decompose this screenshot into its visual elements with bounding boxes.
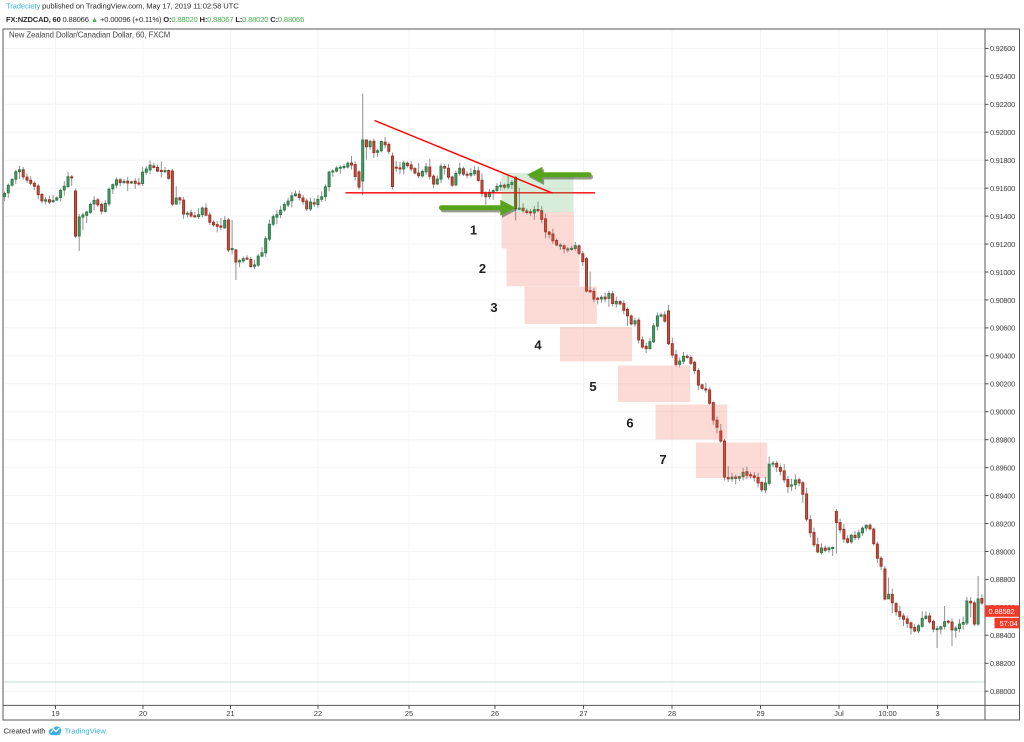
svg-text:0.90800: 0.90800 — [990, 296, 1015, 305]
svg-text:26: 26 — [491, 709, 499, 718]
svg-text:7: 7 — [659, 452, 666, 467]
svg-text:6: 6 — [626, 416, 633, 431]
svg-text:25: 25 — [405, 709, 413, 718]
svg-text:0.91200: 0.91200 — [990, 240, 1015, 249]
svg-text:0.89800: 0.89800 — [990, 436, 1015, 445]
svg-text:Created with: Created with — [4, 727, 46, 736]
svg-text:1: 1 — [470, 223, 477, 238]
svg-text:0.92200: 0.92200 — [990, 100, 1015, 109]
svg-text:29: 29 — [756, 709, 764, 718]
svg-text:10:00: 10:00 — [878, 709, 897, 718]
svg-text:27: 27 — [579, 709, 587, 718]
svg-text:2: 2 — [479, 261, 486, 276]
svg-text:0.89400: 0.89400 — [990, 491, 1015, 500]
svg-text:0.88800: 0.88800 — [990, 575, 1015, 584]
svg-text:5: 5 — [589, 379, 596, 394]
svg-text:Tradeciety published on Tradin: Tradeciety published on TradingView.com,… — [6, 2, 239, 11]
svg-text:0.88400: 0.88400 — [990, 631, 1015, 640]
svg-text:57:04: 57:04 — [1000, 619, 1018, 628]
svg-text:28: 28 — [668, 709, 676, 718]
svg-text:0.92000: 0.92000 — [990, 128, 1015, 137]
svg-text:0.90400: 0.90400 — [990, 352, 1015, 361]
svg-text:0.91400: 0.91400 — [990, 212, 1015, 221]
svg-text:0.92600: 0.92600 — [990, 44, 1015, 53]
svg-text:0.90000: 0.90000 — [990, 408, 1015, 417]
svg-text:19: 19 — [51, 709, 59, 718]
svg-text:New Zealand Dollar/Canadian Do: New Zealand Dollar/Canadian Dollar, 60, … — [9, 31, 170, 40]
svg-text:4: 4 — [534, 338, 542, 353]
svg-text:22: 22 — [314, 709, 322, 718]
svg-text:TradingView: TradingView — [65, 727, 107, 736]
svg-text:20: 20 — [139, 709, 147, 718]
svg-text:21: 21 — [226, 709, 234, 718]
svg-text:0.88200: 0.88200 — [990, 659, 1015, 668]
svg-text:0.91600: 0.91600 — [990, 184, 1015, 193]
svg-text:0.91800: 0.91800 — [990, 156, 1015, 165]
svg-text:0.88000: 0.88000 — [990, 687, 1015, 696]
svg-text:0.91000: 0.91000 — [990, 268, 1015, 277]
svg-text:0.89600: 0.89600 — [990, 463, 1015, 472]
svg-text:0.92400: 0.92400 — [990, 72, 1015, 81]
svg-text:0.90200: 0.90200 — [990, 380, 1015, 389]
svg-text:0.88582: 0.88582 — [989, 607, 1015, 616]
svg-text:0.90600: 0.90600 — [990, 324, 1015, 333]
svg-text:FX:NZDCAD, 60 0.88066 ▲ +0.00: FX:NZDCAD, 60 0.88066 ▲ +0.00096 (+0.11%… — [6, 15, 304, 24]
svg-text:0.89000: 0.89000 — [990, 547, 1015, 556]
svg-text:3: 3 — [490, 300, 497, 315]
svg-text:3: 3 — [935, 709, 939, 718]
svg-text:0.89200: 0.89200 — [990, 519, 1015, 528]
svg-text:Jul: Jul — [834, 709, 844, 718]
